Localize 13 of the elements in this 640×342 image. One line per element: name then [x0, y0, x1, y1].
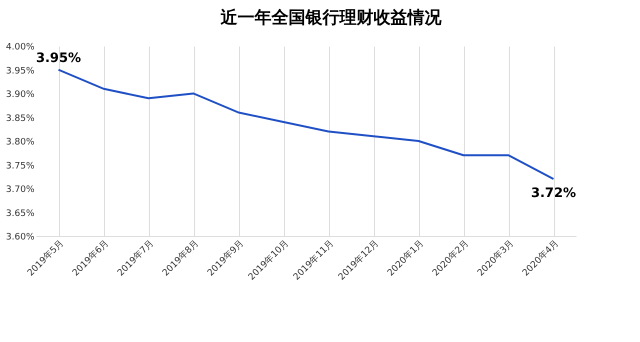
y-tick-label: 3.65% — [6, 208, 35, 219]
y-tick-label: 3.90% — [6, 90, 35, 100]
data-label: 3.95% — [36, 50, 82, 66]
y-tick-label: 4.00% — [6, 42, 35, 52]
y-tick-label: 3.75% — [6, 161, 35, 172]
y-tick-label: 3.60% — [6, 232, 35, 242]
y-tick-label: 3.85% — [6, 114, 35, 124]
chart-title: 近一年全国银行理财收益情况 — [220, 8, 442, 28]
data-label: 3.72% — [530, 186, 576, 201]
line-series — [58, 68, 554, 180]
y-tick-label: 3.70% — [6, 185, 35, 195]
y-tick-label: 3.95% — [6, 66, 35, 76]
y-tick-label: 3.80% — [6, 138, 35, 148]
